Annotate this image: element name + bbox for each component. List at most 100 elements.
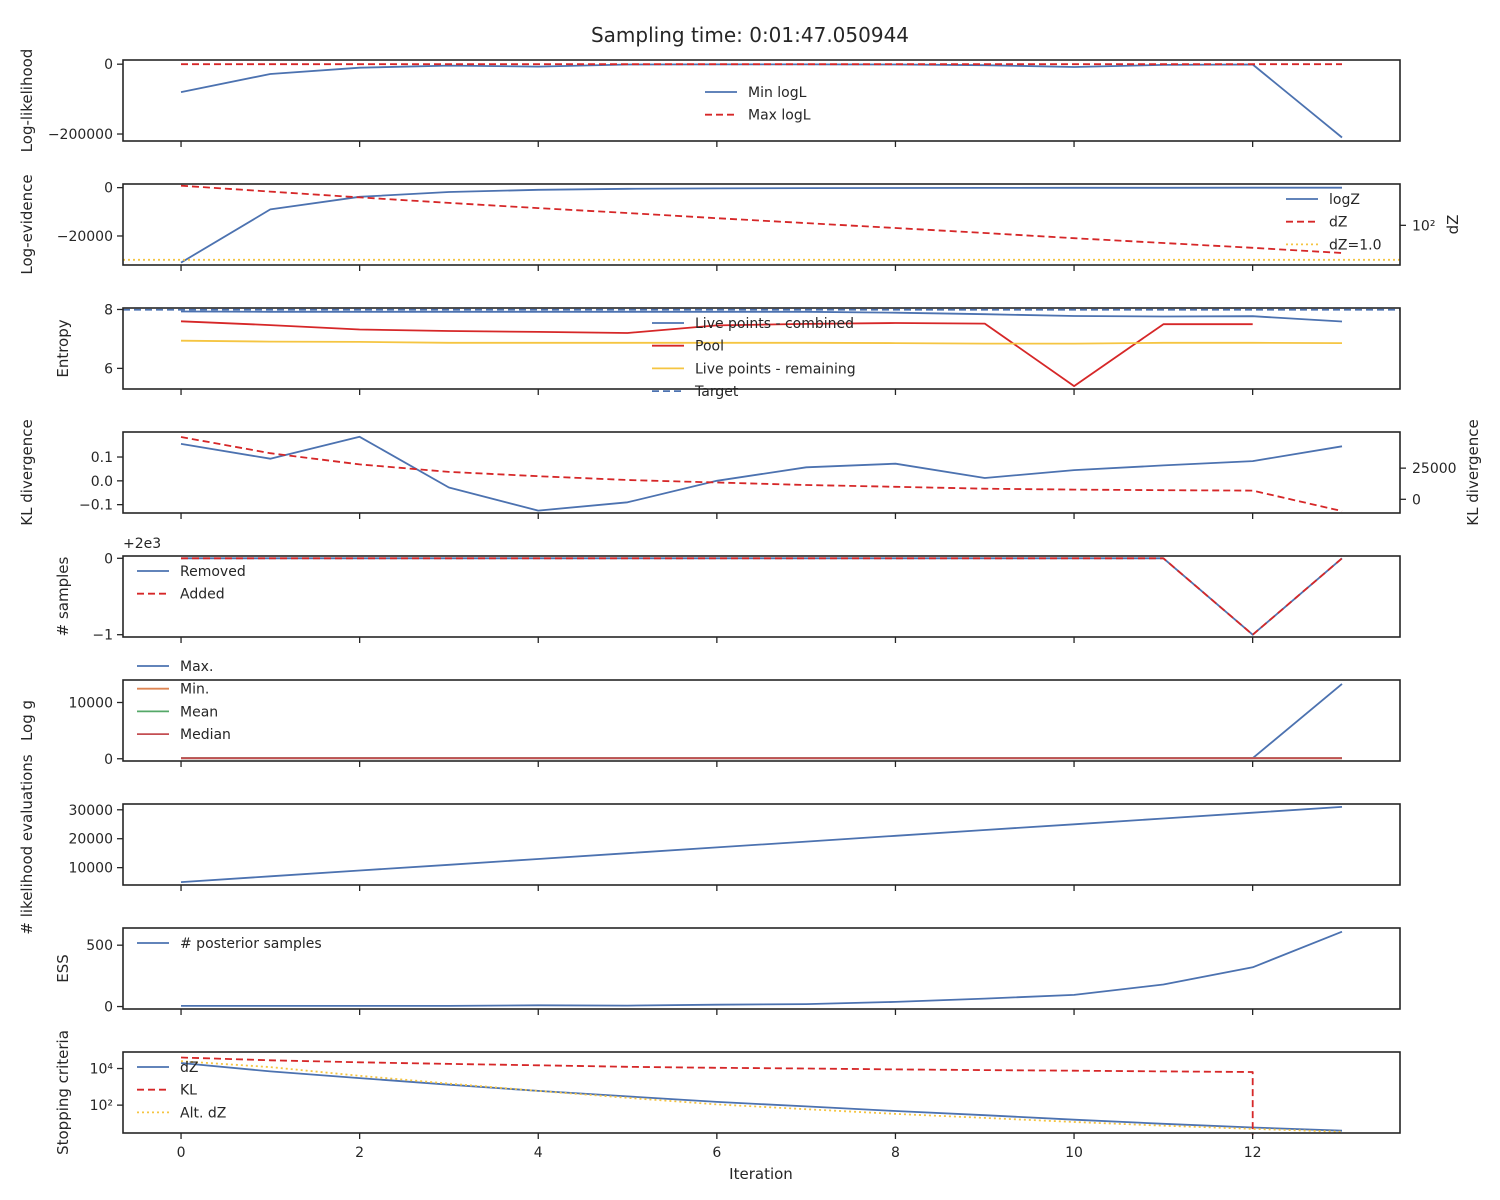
y-tick-label: 0 — [104, 752, 113, 768]
legend-label: Target — [694, 384, 739, 400]
panel-7: 30000 20000 10000 # likelihood evaluations — [18, 754, 1401, 935]
legend: logZ dZ dZ=1.0 — [1286, 192, 1381, 253]
y-tick-label: 0 — [104, 551, 113, 567]
panel-frame — [122, 307, 1401, 390]
x-tick-label: 6 — [712, 1145, 721, 1161]
series-posterior-samples-line — [181, 930, 1343, 1007]
y2-tick-label: 0 — [1412, 492, 1421, 508]
y-tick-label: 500 — [86, 938, 113, 954]
series-dz-line — [180, 184, 1343, 254]
series-group — [180, 1056, 1343, 1135]
y-tick-label: 0 — [104, 181, 113, 197]
y-tick-label: −1 — [92, 628, 113, 644]
y-tick-label: 10² — [90, 1098, 113, 1114]
legend-label: Median — [180, 727, 231, 743]
x-tick-label: 2 — [355, 1145, 364, 1161]
series-dz-line — [180, 1062, 1343, 1132]
legend-label: dZ=1.0 — [1329, 237, 1381, 253]
legend-label: # posterior samples — [180, 936, 322, 952]
series-group — [180, 435, 1343, 512]
legend-label: Min logL — [748, 85, 807, 101]
series-pool-line — [180, 320, 1253, 388]
y-axis-label: ESS — [54, 954, 72, 983]
legend-label: Live points - combined — [695, 316, 854, 332]
y-tick-label: 20000 — [68, 832, 113, 848]
legend: # posterior samples — [137, 936, 322, 952]
x-axis-label: Iteration — [729, 1165, 793, 1183]
y2-axis-label: KL divergence — [1464, 419, 1482, 525]
series-group — [181, 557, 1343, 636]
x-tick-label: 12 — [1244, 1145, 1262, 1161]
series-logz-line — [180, 186, 1342, 264]
series-added-line — [181, 557, 1343, 636]
series-group — [181, 930, 1343, 1007]
y-tick-label: 0 — [104, 57, 113, 73]
y-tick-label: −0.1 — [79, 498, 113, 514]
y-tick-label: 10⁴ — [90, 1062, 114, 1078]
legend-label: KL — [180, 1083, 197, 1099]
legend: Max. Min. Mean Median — [137, 659, 231, 743]
panel-frame — [122, 59, 1401, 142]
panel-frame — [122, 927, 1401, 1010]
panel-2: 0 −20000 10² Log-evidence dZ logZ dZ dZ=1.0 — [18, 174, 1462, 274]
y-axis-label: Log-evidence — [18, 174, 36, 274]
y-tick-label: 8 — [104, 302, 113, 318]
panel-9: 10⁴ 10² 0 2 4 6 8 10 12 Stopping criteria dZ KL Alt.… — [54, 1030, 1401, 1161]
panel-8: 500 0 ESS # posterior samples — [54, 927, 1401, 1016]
y-axis-label: Stopping criteria — [54, 1030, 72, 1155]
panel-1: 0 −200000 Log-likelihood Min logL Max logL — [18, 49, 1401, 153]
series-line-2-line — [180, 436, 1343, 512]
series-min-logl-line — [180, 63, 1343, 139]
panel-frame — [122, 803, 1401, 886]
y2-tick-label: 25000 — [1412, 461, 1457, 477]
chart-title: Sampling time: 0:01:47.050944 — [591, 23, 909, 47]
legend-label: dZ — [180, 1060, 198, 1076]
legend-label: Max logL — [748, 108, 811, 124]
series-group — [180, 806, 1343, 883]
legend-label: Live points - remaining — [695, 361, 856, 377]
panel-5: 0 −1 +2e3 # samples Removed Added — [54, 536, 1401, 644]
x-tick-label: 4 — [534, 1145, 543, 1161]
y-axis-label: Log g — [18, 700, 36, 741]
y-tick-label: 0 — [104, 1000, 113, 1016]
y-tick-label: 10000 — [68, 861, 113, 877]
x-tick-label: 0 — [177, 1145, 186, 1161]
y2-tick-label: 10² — [1412, 218, 1435, 234]
y-tick-label: 10000 — [68, 696, 113, 712]
y-axis-label: Entropy — [54, 319, 72, 377]
series-kl-line — [180, 1056, 1254, 1135]
series-line-1-line — [180, 435, 1343, 512]
legend: Min logL Max logL — [705, 85, 811, 124]
series-group — [123, 308, 1400, 388]
y-axis-label: KL divergence — [18, 419, 36, 525]
x-tick-label: 10 — [1065, 1145, 1083, 1161]
panel-frame — [122, 555, 1401, 638]
series-live-points-combined-line — [180, 310, 1343, 323]
y-axis-label: # likelihood evaluations — [18, 754, 36, 934]
y-axis-label: Log-likelihood — [18, 49, 36, 153]
y-tick-label: −20000 — [57, 229, 113, 245]
legend-label: Mean — [180, 704, 218, 720]
panel-frame — [122, 431, 1401, 514]
legend-label: Min. — [180, 682, 209, 698]
legend-label: logZ — [1329, 192, 1360, 208]
y-tick-label: −200000 — [48, 127, 113, 143]
y-tick-label: 0.1 — [91, 450, 113, 466]
y-tick-label: 6 — [104, 361, 113, 377]
panel-6: 10000 0 Log g Max. Min. Mean Median — [18, 659, 1401, 768]
legend: Removed Added — [137, 564, 246, 603]
x-tick-label: 8 — [891, 1145, 900, 1161]
series-group — [180, 63, 1343, 139]
series-removed-line — [181, 557, 1343, 636]
series-live-points-remaining-line — [180, 339, 1343, 345]
offset-text: +2e3 — [123, 536, 161, 552]
y-tick-label: 0.0 — [91, 474, 113, 490]
panel-frame — [122, 1051, 1401, 1134]
legend-label: Alt. dZ — [180, 1105, 226, 1121]
legend-label: Removed — [180, 564, 246, 580]
panel-frame — [122, 679, 1401, 762]
legend-label: Max. — [180, 659, 213, 675]
series-alt-dz-line — [180, 1060, 1343, 1133]
